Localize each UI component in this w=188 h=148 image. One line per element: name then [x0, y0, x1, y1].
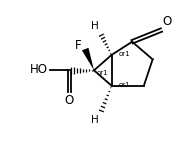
Text: or1: or1	[119, 51, 130, 57]
Text: H: H	[91, 21, 98, 32]
Text: or1: or1	[119, 82, 130, 88]
Text: O: O	[64, 94, 74, 107]
Text: F: F	[75, 39, 82, 52]
Text: HO: HO	[30, 63, 48, 76]
Text: or1: or1	[96, 70, 108, 75]
Text: H: H	[91, 115, 98, 125]
Polygon shape	[82, 48, 94, 70]
Text: O: O	[162, 15, 171, 28]
